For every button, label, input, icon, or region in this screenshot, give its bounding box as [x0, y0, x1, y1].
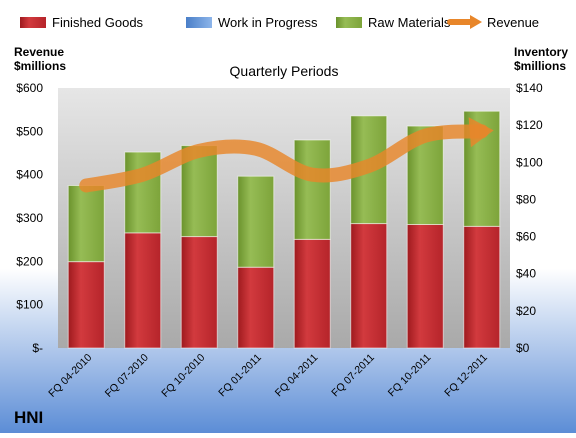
right-tick-label: $40 [516, 267, 536, 281]
bar-finished-goods [350, 223, 388, 349]
left-tick-label: $200 [16, 254, 43, 268]
bar-finished-goods [67, 261, 105, 349]
bar-finished-goods [237, 266, 275, 349]
legend-swatch-finished-goods [20, 17, 46, 28]
revenue-arrowhead [468, 117, 494, 148]
right-axis-label-line1: Inventory [514, 45, 568, 59]
company-name: HNI [14, 408, 43, 427]
left-tick-label: $300 [16, 211, 43, 225]
right-tick-label: $80 [516, 192, 536, 206]
legend-label-work-in-progress: Work in Progress [218, 15, 318, 30]
bar-raw-materials [67, 185, 105, 263]
right-tick-label: $120 [516, 118, 543, 132]
legend-label-finished-goods: Finished Goods [52, 15, 144, 30]
bar-finished-goods [463, 225, 501, 349]
bar-finished-goods [180, 236, 218, 349]
left-tick-label: $100 [16, 298, 43, 312]
left-tick-label: $600 [16, 81, 43, 95]
bar-raw-materials [237, 175, 275, 268]
left-axis-label-line2: $millions [14, 59, 66, 73]
right-tick-label: $0 [516, 341, 530, 355]
left-tick-label: $500 [16, 124, 43, 138]
legend: Finished Goods Work in Progress Raw Mate… [20, 15, 539, 30]
right-axis-ticks: $0 $20 $40 $60 $80 $100 $120 $140 [516, 81, 543, 355]
right-tick-label: $100 [516, 155, 543, 169]
legend-swatch-revenue-arrowhead [470, 15, 482, 29]
bar-finished-goods [406, 224, 444, 349]
left-axis-ticks: $- $100 $200 $300 $400 $500 $600 [16, 81, 43, 355]
chart-title: Quarterly Periods [230, 63, 339, 79]
bar-finished-goods [124, 232, 162, 349]
legend-swatch-raw-materials [336, 17, 362, 28]
left-tick-label: $- [32, 341, 43, 355]
revenue-line-group [79, 117, 494, 193]
left-tick-label: $400 [16, 168, 43, 182]
bar-finished-goods [293, 238, 331, 349]
legend-swatch-work-in-progress [186, 17, 212, 28]
revenue-line [79, 124, 489, 193]
right-tick-label: $60 [516, 230, 536, 244]
bar-raw-materials [293, 139, 331, 240]
right-tick-label: $20 [516, 304, 536, 318]
legend-label-raw-materials: Raw Materials [368, 15, 451, 30]
right-tick-label: $140 [516, 81, 543, 95]
legend-label-revenue: Revenue [487, 15, 539, 30]
left-axis-label-line1: Revenue [14, 45, 64, 59]
right-axis-label-line2: $millions [514, 59, 566, 73]
